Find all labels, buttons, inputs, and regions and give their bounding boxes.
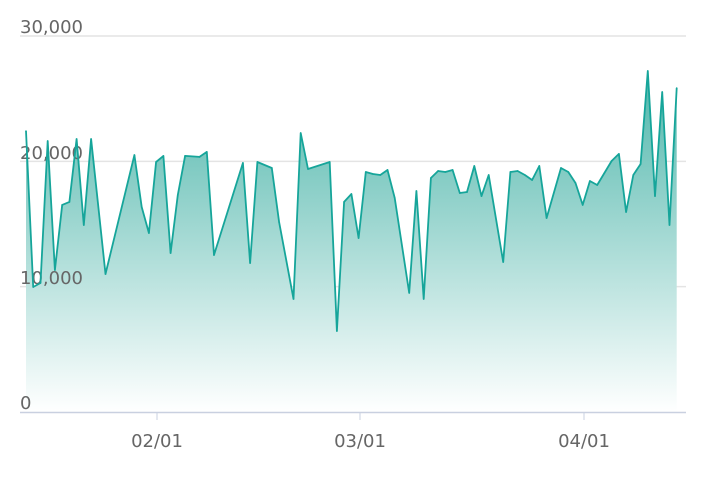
data-point [430,177,432,179]
data-point [516,170,519,172]
data-point [213,254,215,256]
data-point [524,174,526,176]
data-point [502,261,504,263]
data-point [184,155,186,157]
data-point [350,193,353,195]
data-point [473,165,476,167]
area-fill [26,71,677,412]
data-point [39,282,42,284]
x-tick-label: 03/01 [334,431,386,452]
data-point [169,252,172,254]
data-point [292,298,295,300]
data-point [610,160,613,162]
data-point [54,269,56,271]
y-tick-label: 10,000 [20,268,83,289]
data-point [646,70,649,72]
data-point [75,138,78,140]
data-point [61,204,63,206]
data-point [90,138,92,140]
data-point [162,155,165,157]
data-point [68,201,71,203]
data-point [177,194,179,196]
data-point [386,169,389,171]
data-point [328,161,331,163]
data-point [379,174,382,176]
data-point [487,174,490,176]
data-point [581,204,584,206]
data-point [459,192,461,194]
data-point [393,197,396,199]
data-point [668,224,671,226]
data-point [589,180,591,182]
data-point [632,174,635,176]
data-point [422,298,425,300]
data-point [596,184,598,186]
data-point [155,161,157,163]
data-point [104,273,107,275]
data-point [654,195,656,197]
data-point [307,168,309,170]
data-point [625,211,627,213]
data-point [531,179,533,181]
data-point [83,224,85,226]
data-point [408,292,410,294]
data-point [538,165,541,167]
data-point [198,156,201,158]
data-point [451,169,454,171]
data-point [365,171,367,173]
data-points [25,70,678,332]
data-point [205,151,208,153]
data-point [46,140,49,142]
data-point [271,167,273,169]
data-point [466,191,468,193]
data-point [133,154,136,156]
data-point [372,173,374,175]
x-tick-label: 04/01 [558,431,610,452]
x-tick-label: 02/01 [131,431,183,452]
data-point [509,171,512,173]
data-point [603,172,606,174]
series-line [25,70,678,332]
data-point [639,163,642,165]
data-point [545,217,548,219]
y-axis-labels: 0 10,000 20,000 30,000 [20,17,83,414]
data-point [480,195,483,197]
data-point [249,262,251,264]
data-point [25,130,27,132]
data-point [618,153,620,155]
data-point [675,87,678,89]
data-point [140,206,143,208]
data-point [437,170,439,172]
data-point [415,190,418,192]
data-point [560,167,562,169]
data-point [343,201,345,203]
data-point [299,132,302,134]
data-point [567,171,570,173]
data-point [574,182,577,184]
y-tick-label: 30,000 [20,17,83,38]
data-point [357,237,360,239]
y-tick-label: 20,000 [20,143,83,164]
data-point [336,330,338,332]
data-point [256,161,259,163]
x-axis-ticks: 02/01 03/01 04/01 [131,412,610,452]
data-point [278,221,280,223]
data-point [32,286,35,288]
y-tick-label: 0 [20,393,31,414]
data-point [661,91,664,93]
data-point [242,162,244,164]
data-point [148,232,150,234]
data-point [444,171,447,173]
